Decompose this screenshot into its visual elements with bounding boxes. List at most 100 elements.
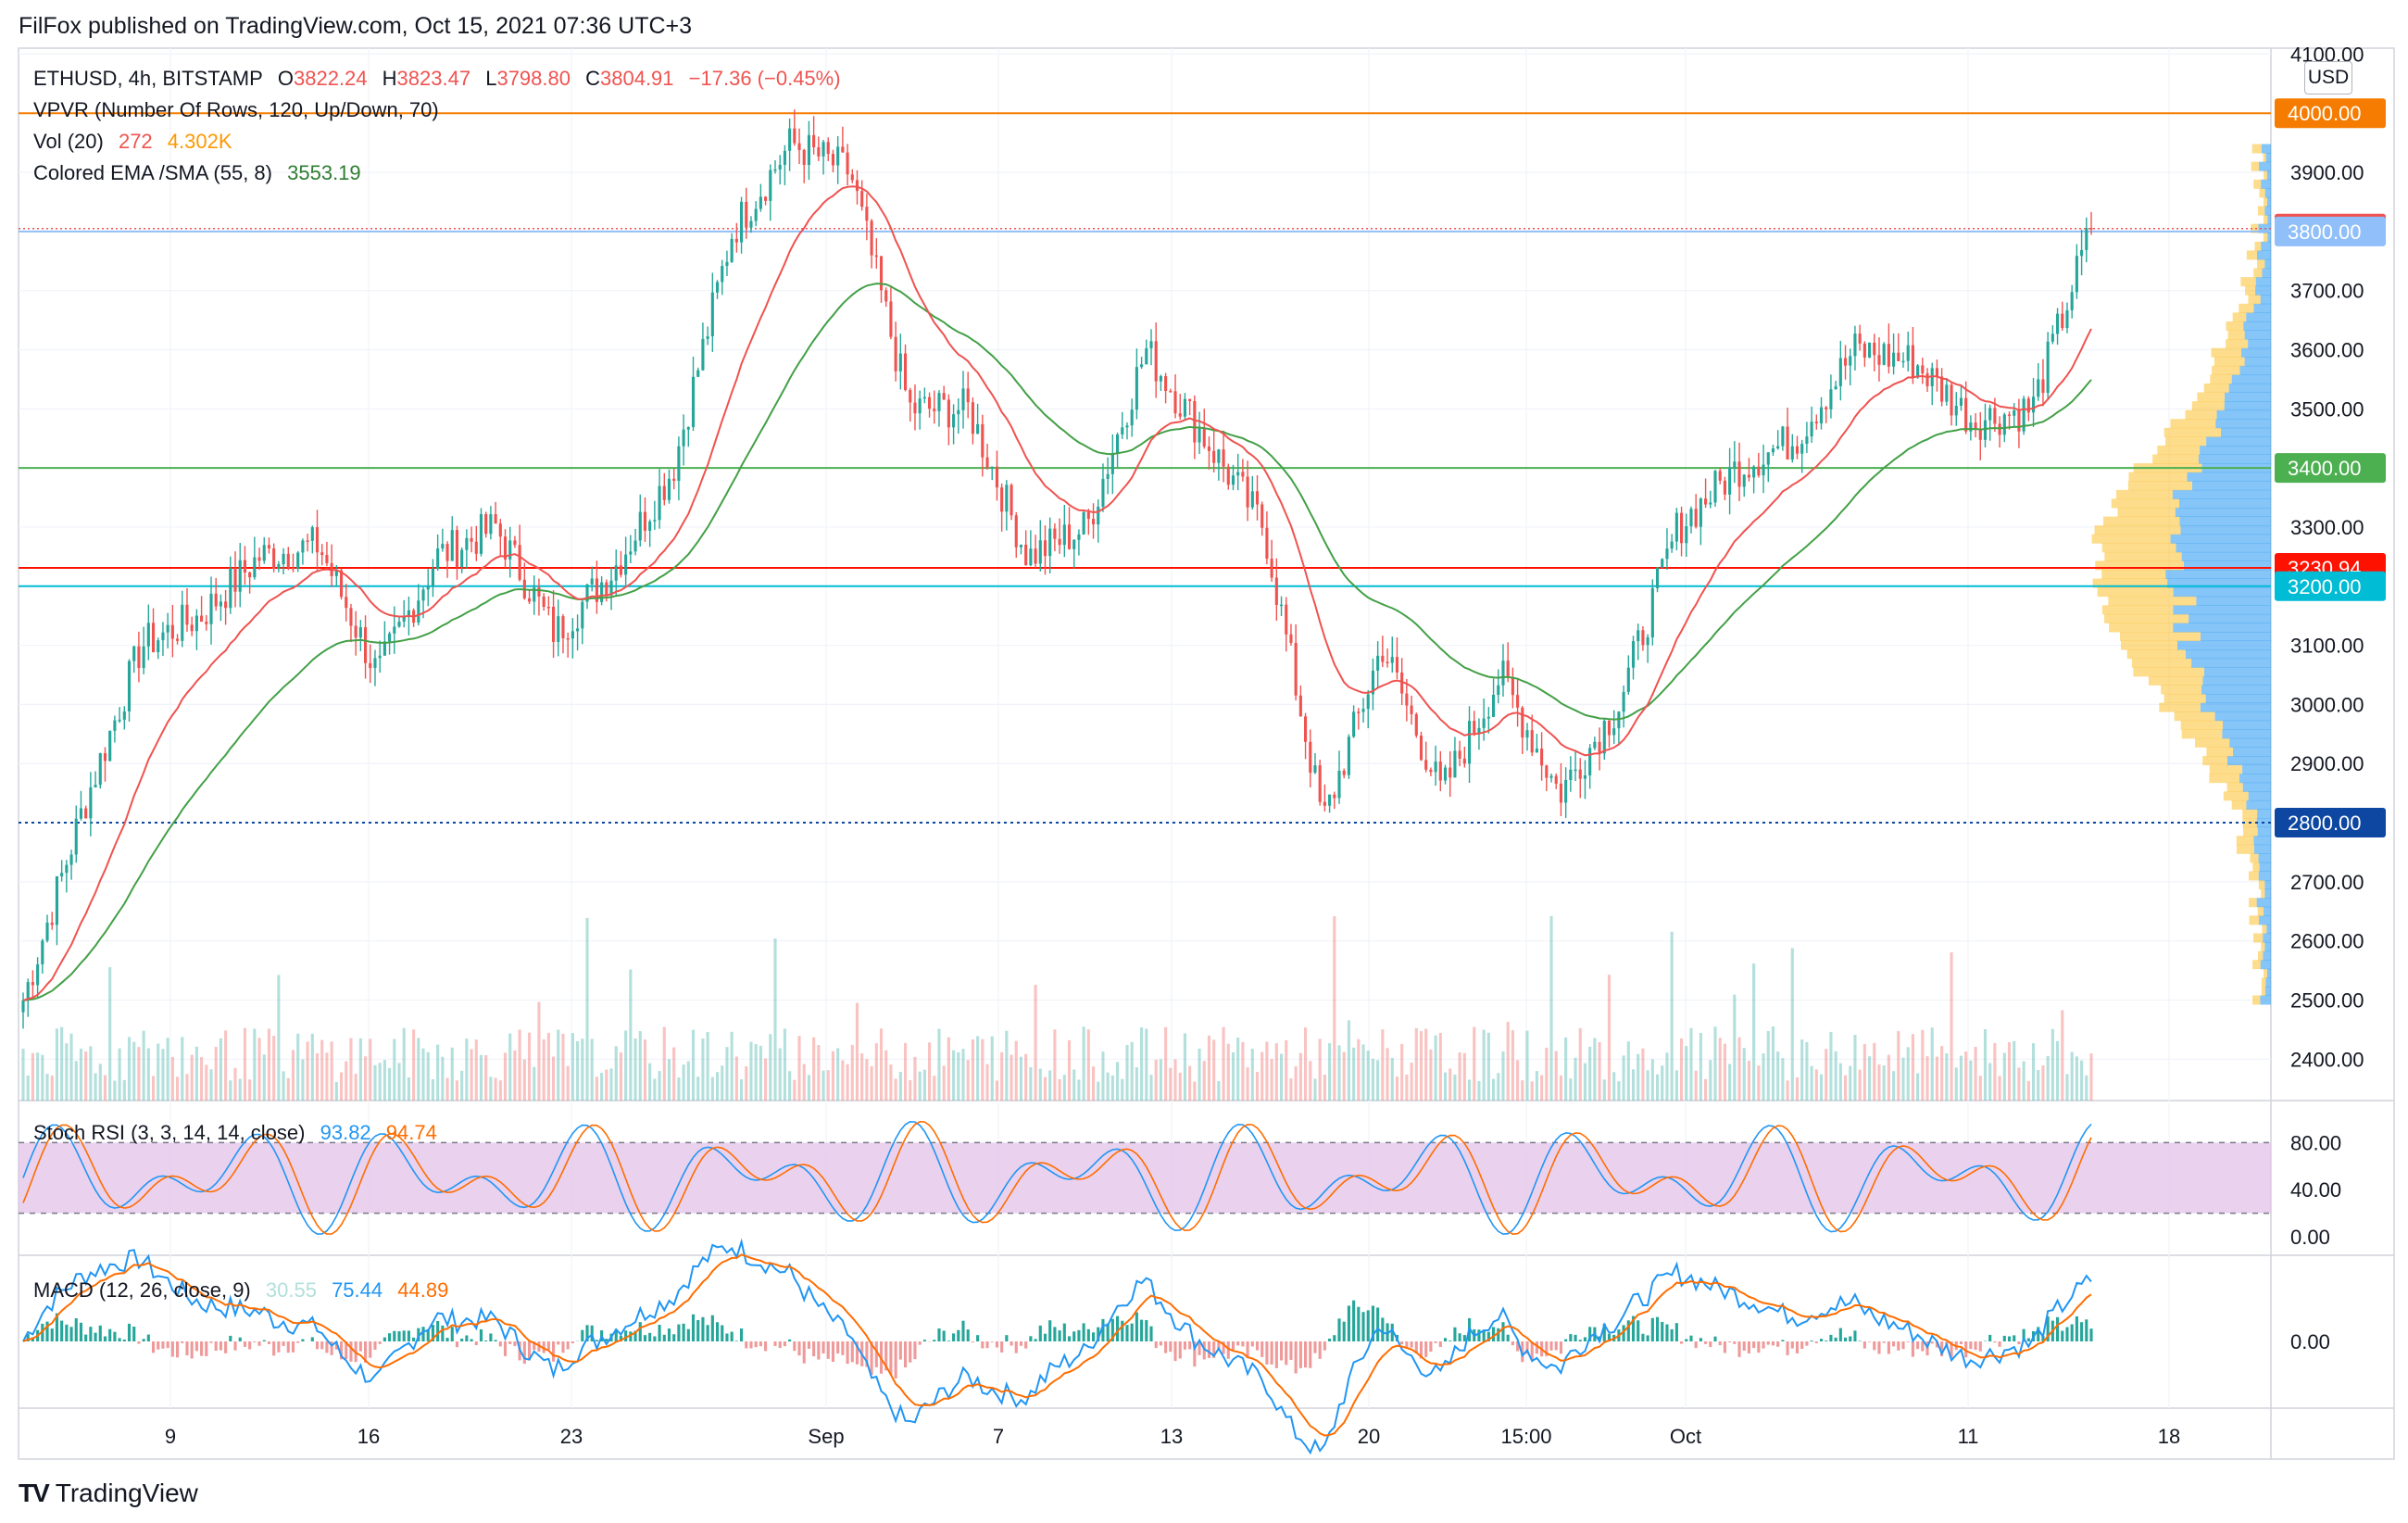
volume-bar xyxy=(1212,1039,1216,1101)
candle-body xyxy=(1434,762,1437,773)
candle-body xyxy=(1188,398,1192,401)
candle-body xyxy=(200,615,204,623)
volume-bar xyxy=(831,1051,835,1101)
macd-hist-bar xyxy=(552,1341,556,1362)
volume-bar xyxy=(1414,1027,1418,1101)
macd-hist-bar xyxy=(1776,1341,1780,1347)
vpvr-up-bar xyxy=(2232,747,2271,757)
candle-body xyxy=(1419,735,1423,761)
macd-hist-bar xyxy=(1742,1341,1746,1351)
vpvr-up-bar xyxy=(2177,640,2271,650)
currency-button[interactable]: USD xyxy=(2304,61,2352,94)
macd-hist-bar xyxy=(1862,1341,1866,1349)
candle-body xyxy=(36,963,40,986)
macd-hist-bar xyxy=(1549,1341,1553,1351)
vpvr-down-bar xyxy=(2206,747,2233,757)
macd-hist-bar xyxy=(1381,1317,1385,1341)
candle-body xyxy=(614,565,618,581)
candle-body xyxy=(1916,365,1920,378)
volume-bar xyxy=(1149,1075,1153,1101)
candles[interactable] xyxy=(21,109,2093,1029)
vpvr-down-bar xyxy=(2254,241,2262,251)
volume-bar xyxy=(1390,1057,1394,1101)
volume-bar xyxy=(426,1051,430,1101)
volume-bar xyxy=(233,1067,237,1101)
vpvr-down-bar xyxy=(2197,392,2226,402)
macd-hist-bar xyxy=(1005,1335,1009,1341)
candle-body xyxy=(118,719,121,722)
volume-bar xyxy=(581,1038,584,1101)
volume-bar xyxy=(277,975,281,1101)
macd-hist-bar xyxy=(358,1341,362,1352)
candle-body xyxy=(918,398,922,414)
candle-body xyxy=(1892,352,1896,367)
macd-hist-bar xyxy=(209,1341,213,1343)
volume-bar xyxy=(1626,1041,1630,1101)
chart-border xyxy=(18,47,2395,1460)
macd-hist-bar xyxy=(802,1341,806,1364)
candle-body xyxy=(1742,474,1746,487)
tradingview-brand[interactable]: TV TradingView xyxy=(19,1479,198,1508)
candle-body xyxy=(181,604,184,641)
vpvr-down-bar xyxy=(2252,862,2260,872)
volume-bar xyxy=(194,1046,198,1101)
time-tick-label: 13 xyxy=(1160,1425,1183,1448)
volume-bar xyxy=(60,1026,64,1101)
candle-body xyxy=(349,608,353,626)
macd-hist-bar xyxy=(1110,1318,1114,1341)
vpvr-down-bar xyxy=(2249,898,2257,908)
stoch-rsi-legend[interactable]: Stoch RSI (3, 3, 14, 14, close) 93.82 94… xyxy=(33,1121,446,1145)
macd-hist-bar xyxy=(1265,1341,1269,1365)
candle-body xyxy=(1569,769,1573,781)
volume-legend[interactable]: Vol (20) 272 4.302K xyxy=(33,130,242,154)
candle-body xyxy=(1810,422,1813,437)
candle-body xyxy=(157,640,160,653)
macd-hist-bar xyxy=(431,1325,434,1341)
macd-hist-bar xyxy=(691,1314,696,1341)
ema-legend[interactable]: Colored EMA /SMA (55, 8) 3553.19 xyxy=(33,161,370,185)
volume-bar xyxy=(69,1033,73,1101)
volume-bar xyxy=(1337,1045,1341,1101)
vpvr-down-bar xyxy=(2127,481,2192,491)
price-tag-label: 2800.00 xyxy=(2288,812,2362,835)
volume-bar xyxy=(1241,1041,1245,1101)
candle-body xyxy=(1333,794,1336,799)
volume-bar xyxy=(1877,1064,1881,1101)
macd-hist-bar xyxy=(2075,1315,2078,1341)
macd-hist-bar xyxy=(103,1336,107,1341)
volume-bar xyxy=(1685,1046,1688,1101)
volume-bar xyxy=(1386,1048,1389,1101)
volume-bar xyxy=(1988,1063,1992,1101)
macd-hist-bar xyxy=(1747,1341,1750,1353)
vpvr-down-bar xyxy=(2170,419,2216,429)
volume-bar xyxy=(1357,1038,1361,1101)
macd-hist-bar xyxy=(1376,1307,1380,1341)
candle-body xyxy=(1342,771,1346,775)
candle-body xyxy=(122,711,126,720)
macd-hist-bar xyxy=(1709,1341,1712,1348)
volume-bar xyxy=(1298,1052,1302,1101)
volume-bar xyxy=(2037,1070,2040,1101)
candle-body xyxy=(721,266,724,283)
candle-body xyxy=(393,626,396,634)
candle-body xyxy=(113,720,117,731)
macd-hist-bar xyxy=(1674,1323,1678,1341)
candle-body xyxy=(1897,352,1900,361)
time-axis[interactable]: 9 16 23 Sep 7 13 20 15:00 Oct 11 18 xyxy=(165,1425,2180,1448)
vpvr-legend[interactable]: VPVR (Number Of Rows, 120, Up/Down, 70) xyxy=(33,98,439,121)
volume-bar xyxy=(1757,1065,1761,1101)
candle-body xyxy=(769,170,772,201)
symbol-label[interactable]: ETHUSD, 4h, BITSTAMP xyxy=(33,67,263,90)
macd-hist-bar xyxy=(1419,1341,1423,1359)
volume-bar xyxy=(1897,1030,1900,1101)
macd-legend[interactable]: MACD (12, 26, close, 9) 30.55 75.44 44.8… xyxy=(33,1278,458,1303)
vpvr-down-bar xyxy=(2227,330,2245,340)
macd-hist-bar xyxy=(1868,1341,1872,1342)
volume-bar xyxy=(686,1061,690,1101)
candle-body xyxy=(1121,427,1124,434)
stoch-tick-label: 80.00 xyxy=(2290,1131,2341,1154)
price-axis[interactable]: 4100.003900.003700.003600.003500.003300.… xyxy=(2275,43,2386,1353)
candle-body xyxy=(1154,341,1158,382)
candle-body xyxy=(1554,775,1558,784)
